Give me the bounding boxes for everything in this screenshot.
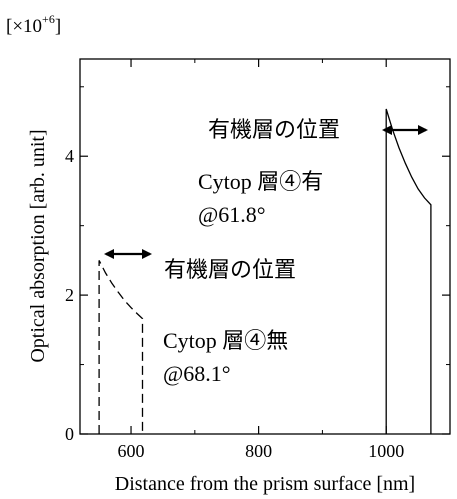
data-series	[98, 108, 432, 434]
y-tick-label: 0	[65, 424, 74, 444]
lower-desc-line1: Cytop 層④無	[163, 328, 288, 353]
axis-tick-labels: 0 2 4 600 800 1000	[65, 146, 404, 461]
x-tick-label: 1000	[368, 441, 404, 461]
upper-position-label: 有機層の位置	[208, 117, 340, 142]
upper-desc-line2: @61.8°	[198, 202, 266, 227]
x-tick-label: 800	[245, 441, 272, 461]
x-tick-label: 600	[118, 441, 145, 461]
x-axis-label: Distance from the prism surface [nm]	[115, 473, 415, 495]
series-line-2	[385, 108, 432, 434]
plot-frame	[79, 58, 451, 435]
axis-ticks	[80, 59, 451, 435]
y-axis-label: Optical absorption [arb. unit]	[27, 129, 49, 362]
lower-position-label: 有機層の位置	[164, 257, 296, 282]
lower-desc-line2: @68.1°	[163, 361, 231, 386]
upper-desc-line1: Cytop 層④有	[198, 169, 323, 194]
y-tick-label: 4	[65, 146, 74, 166]
y-tick-label: 2	[65, 285, 74, 305]
series-line-1	[98, 260, 144, 434]
scale-multiplier-label: [×10+6]	[6, 12, 61, 37]
